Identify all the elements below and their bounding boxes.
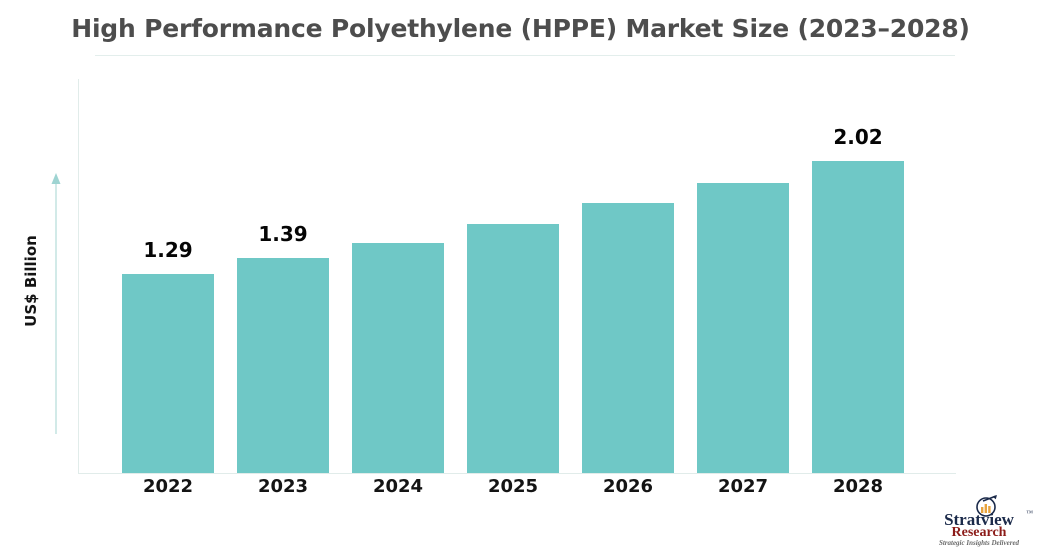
chart-title: High Performance Polyethylene (HPPE) Mar…: [71, 14, 970, 43]
logo-chart-icon: [976, 495, 997, 517]
x-axis-tick-label: 2023: [257, 476, 309, 497]
x-axis-line: [78, 473, 956, 474]
bar[interactable]: [122, 274, 214, 473]
bar[interactable]: [582, 203, 674, 473]
bar-group: 2027: [697, 0, 789, 497]
bar-group: 2026: [582, 0, 674, 497]
bar-group: 2024: [352, 0, 444, 497]
bar-value-label: 1.29: [143, 238, 193, 262]
bar[interactable]: [697, 183, 789, 473]
bar[interactable]: [812, 161, 904, 473]
title-divider: [95, 55, 955, 56]
y-axis-line: [78, 79, 79, 474]
brand-logo: Stratview ™ Research Strategic Insights …: [923, 495, 1035, 547]
x-axis-tick-label: 2026: [602, 476, 654, 497]
x-axis-tick-label: 2027: [717, 476, 769, 497]
bar-group: 2025: [467, 0, 559, 497]
bar[interactable]: [352, 243, 444, 473]
bars-layer: 1.29 2022 1.39 2023 2024 2025 2026 2027 2.02 2028: [122, 0, 904, 497]
bar[interactable]: [237, 258, 329, 473]
logo-subbrand-text: Research: [951, 525, 1007, 540]
bar-group: 1.29 2022: [122, 0, 214, 497]
bar-group: 2.02 2028: [812, 0, 904, 497]
x-axis-tick-label: 2025: [487, 476, 539, 497]
logo-tagline: Strategic Insights Delivered: [938, 539, 1020, 547]
x-axis-tick-label: 2028: [832, 476, 884, 497]
bar-value-label: 1.39: [258, 222, 308, 246]
x-axis-tick-label: 2024: [372, 476, 424, 497]
logo-trademark: ™: [1026, 509, 1033, 517]
bar-group: 1.39 2023: [237, 0, 329, 497]
y-axis-arrow-icon: [51, 173, 61, 434]
logo-brand-text: Stratview: [944, 510, 1014, 529]
x-axis-tick-label: 2022: [142, 476, 194, 497]
bar[interactable]: [467, 224, 559, 473]
bar-value-label: 2.02: [833, 125, 883, 149]
